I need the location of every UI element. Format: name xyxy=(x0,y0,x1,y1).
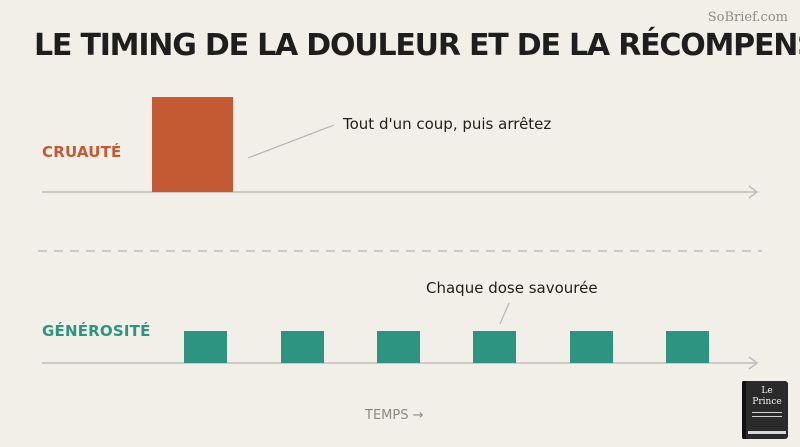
generosity-block xyxy=(473,331,516,363)
generosity-block xyxy=(570,331,613,363)
book-title-line1: Le xyxy=(761,386,773,396)
watermark: SoBrief.com xyxy=(707,10,788,25)
generosity-label: GÉNÉROSITÉ xyxy=(42,322,151,340)
book-title-line2: Prince xyxy=(752,397,782,407)
book-icon: Le Prince xyxy=(742,381,788,439)
cruelty-pointer xyxy=(247,124,335,159)
time-axis-label: TEMPS → xyxy=(365,408,424,423)
book-cover-rule xyxy=(752,416,782,417)
book-cover-rule xyxy=(752,412,782,413)
generosity-block xyxy=(377,331,420,363)
cruelty-annotation: Tout d'un coup, puis arrêtez xyxy=(343,115,552,133)
cruelty-block xyxy=(152,97,233,192)
cruelty-timeline-arrowhead xyxy=(748,185,759,199)
generosity-block xyxy=(281,331,324,363)
generosity-timeline-arrowhead xyxy=(748,356,759,370)
generosity-block xyxy=(666,331,709,363)
generosity-annotation: Chaque dose savourée xyxy=(426,279,598,297)
page-title: LE TIMING DE LA DOULEUR ET DE LA RÉCOMPE… xyxy=(34,28,800,63)
book-pages xyxy=(748,431,786,434)
generosity-pointer xyxy=(499,302,510,325)
book-title: Le Prince xyxy=(750,386,784,408)
generosity-block xyxy=(184,331,227,363)
cruelty-label: CRUAUTÉ xyxy=(42,143,122,161)
